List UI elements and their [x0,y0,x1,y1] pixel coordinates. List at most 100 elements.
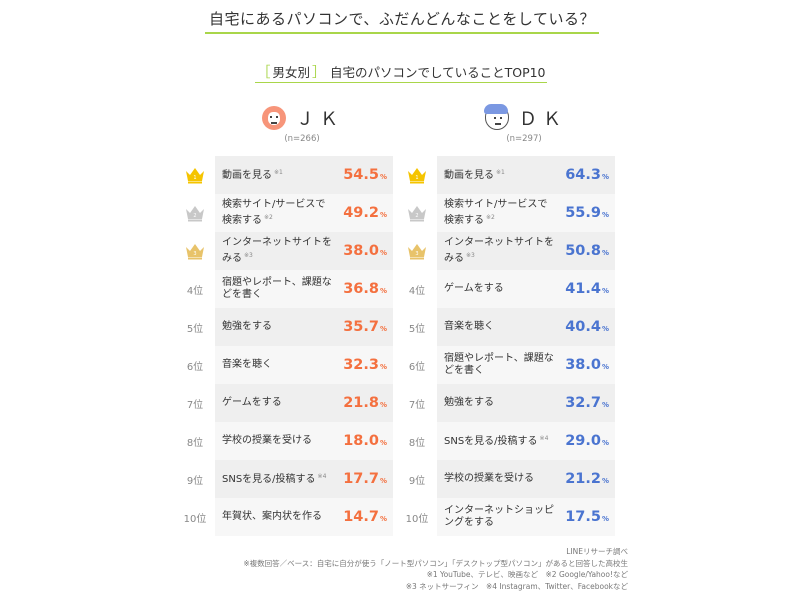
activity-label: 動画を見る ※1 [222,169,283,182]
rank-label: 9位 [186,475,204,487]
bronze-crown-icon: 3 [406,242,428,260]
activity-label: 検索サイト/サービスで検索する ※2 [222,199,326,226]
activity-label: 音楽を聴く [444,320,494,332]
table-row: 動画を見る ※1 54.5% [215,156,393,194]
activity-label: インターネットショッピングをする [444,504,554,529]
svg-text:2: 2 [193,213,196,219]
percent-value: 32.3% [343,357,387,373]
jk-rank-column: 1 2 3 4位 5位 6位 7位 8位 9位 10位 [177,156,213,536]
rank-label: 6位 [408,361,426,373]
table-row: SNSを見る/投稿する ※4 17.7% [215,460,393,498]
rank-label: 8位 [186,437,204,449]
percent-value: 32.7% [565,395,609,411]
activity-label: SNSを見る/投稿する ※4 [222,473,327,486]
percent-value: 50.8% [565,243,609,259]
rank-label: 7位 [186,399,204,411]
svg-text:2: 2 [415,213,418,219]
footnotes: LINEリサーチ調べ ※複数回答／ベース：自宅に自分が使う「ノート型パソコン」「… [243,546,628,592]
activity-label: 宿題やレポート、課題などを書く [444,352,554,377]
dk-header: ＤＫ [484,104,567,132]
rank-1-crown: 1 [177,156,213,194]
silver-crown-icon: 2 [406,204,428,222]
percent-value: 29.0% [565,433,609,449]
dk-sample-size: (n=297) [506,134,542,144]
table-row: 勉強をする 32.7% [437,384,615,422]
rank-label: 5位 [408,323,426,335]
rank-label: 7位 [408,399,426,411]
activity-label: 年賀状、案内状を作る [222,510,322,522]
activity-label: 動画を見る ※1 [444,169,505,182]
table-row: ゲームをする 41.4% [437,270,615,308]
bracket-open: ［ [256,65,271,81]
percent-value: 14.7% [343,509,387,525]
rank-1-crown: 1 [399,156,435,194]
table-row: 動画を見る ※1 64.3% [437,156,615,194]
table-row: SNSを見る/投稿する ※4 29.0% [437,422,615,460]
activity-label: 宿題やレポート、課題などを書く [222,276,332,301]
percent-value: 35.7% [343,319,387,335]
dk-rank-column: 1 2 3 4位 5位 6位 7位 8位 9位 10位 [399,156,435,536]
rank-2-crown: 2 [177,194,213,232]
bracket-close: ］ [311,65,326,81]
subtitle-text: 自宅のパソコンでしていることTOP10 [329,65,546,80]
rank-label: 6位 [186,361,204,373]
source-note: LINEリサーチ調べ [566,547,628,556]
table-row: 音楽を聴く 40.4% [437,308,615,346]
activity-label: ゲームをする [444,282,504,294]
percent-value: 21.2% [565,471,609,487]
table-row: インターネットサイトをみる ※3 38.0% [215,232,393,270]
table-row: 検索サイト/サービスで検索する ※2 49.2% [215,194,393,232]
subtitle-tag: 男女別 [272,65,310,80]
svg-text:3: 3 [193,251,196,257]
table-row: 宿題やレポート、課題などを書く 38.0% [437,346,615,384]
base-note: ※複数回答／ベース：自宅に自分が使う「ノート型パソコン」「デスクトップ型パソコン… [243,558,628,568]
activity-label: SNSを見る/投稿する ※4 [444,435,549,448]
rank-label: 10位 [405,513,429,525]
percent-value: 49.2% [343,205,387,221]
silver-crown-icon: 2 [184,204,206,222]
jk-label: ＪＫ [296,109,344,130]
percent-value: 17.5% [565,509,609,525]
table-row: 年賀状、案内状を作る 14.7% [215,498,393,536]
percent-value: 64.3% [565,167,609,183]
percent-value: 38.0% [343,243,387,259]
table-row: ゲームをする 21.8% [215,384,393,422]
percent-value: 55.9% [565,205,609,221]
rank-3-crown: 3 [177,232,213,270]
table-row: 検索サイト/サービスで検索する ※2 55.9% [437,194,615,232]
percent-value: 38.0% [565,357,609,373]
rank-label: 5位 [186,323,204,335]
rank-label: 4位 [408,285,426,297]
girl-avatar-icon [262,106,286,130]
subtitle-underline [255,82,547,83]
rank-label: 8位 [408,437,426,449]
table-row: 学校の授業を受ける 18.0% [215,422,393,460]
table-row: 音楽を聴く 32.3% [215,346,393,384]
bronze-crown-icon: 3 [184,242,206,260]
percent-value: 18.0% [343,433,387,449]
jk-header: ＪＫ [262,104,344,132]
percent-value: 21.8% [343,395,387,411]
table-row: インターネットショッピングをする 17.5% [437,498,615,536]
gold-crown-icon: 1 [406,166,428,184]
page-title: 自宅にあるパソコンで、ふだんどんなことをしている？ [208,10,595,28]
table-row: インターネットサイトをみる ※3 50.8% [437,232,615,270]
dk-ranking-table: 動画を見る ※1 64.3% 検索サイト/サービスで検索する ※2 55.9% インター… [437,156,615,536]
activity-label: 音楽を聴く [222,358,272,370]
svg-text:1: 1 [193,175,196,181]
jk-sample-size: (n=266) [284,134,320,144]
percent-value: 54.5% [343,167,387,183]
subtitle: ［ 男女別 ］ 自宅のパソコンでしていることTOP10 [255,62,547,82]
activity-label: 勉強をする [444,396,494,408]
dk-label: ＤＫ [519,109,567,130]
gold-crown-icon: 1 [184,166,206,184]
percent-value: 36.8% [343,281,387,297]
activity-label: 学校の授業を受ける [444,472,534,484]
svg-text:1: 1 [415,175,418,181]
percent-value: 41.4% [565,281,609,297]
rank-2-crown: 2 [399,194,435,232]
rank-3-crown: 3 [399,232,435,270]
table-row: 勉強をする 35.7% [215,308,393,346]
rank-label: 10位 [183,513,207,525]
activity-label: インターネットサイトをみる ※3 [444,237,554,264]
